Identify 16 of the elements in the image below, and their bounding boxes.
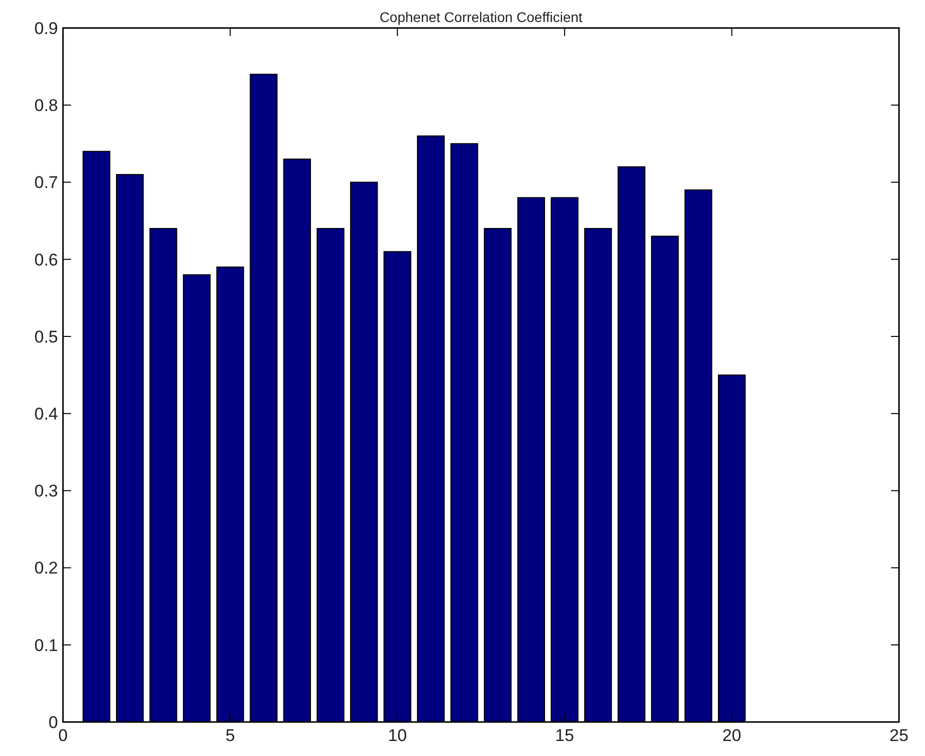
x-tick-label: 10 (388, 726, 407, 745)
y-tick-label: 0.9 (34, 18, 58, 38)
x-tick-label: 15 (555, 726, 574, 745)
x-tick-label: 5 (225, 726, 235, 745)
y-tick-label: 0 (48, 712, 58, 732)
y-tick-label: 0.4 (34, 404, 58, 424)
x-tick-label: 20 (722, 726, 742, 745)
y-tick-label: 0.5 (34, 327, 58, 346)
y-tick-label: 0.6 (34, 250, 58, 270)
y-tick-label: 0.2 (34, 558, 58, 578)
y-tick-label: 0.3 (34, 482, 58, 501)
chart-title: Cophenet Correlation Coefficient (380, 9, 583, 25)
y-tick-label: 0.8 (34, 96, 58, 116)
x-tick-label: 25 (890, 726, 908, 745)
y-tick-label: 0.1 (34, 636, 58, 655)
y-tick-label: 0.7 (34, 173, 58, 192)
